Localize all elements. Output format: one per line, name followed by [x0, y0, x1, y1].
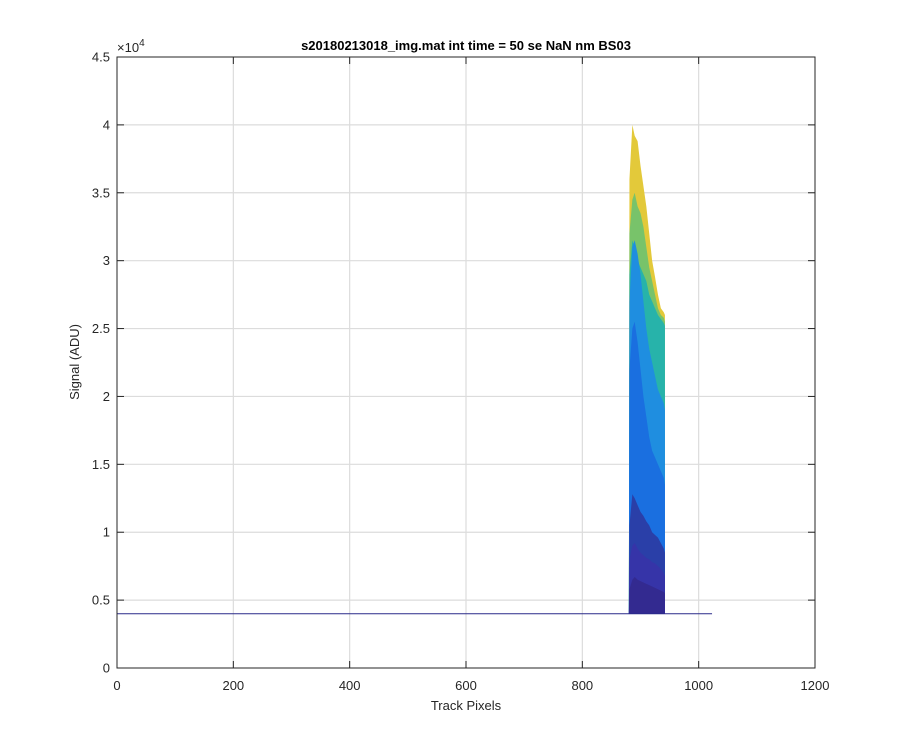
- x-tick-label: 1000: [684, 678, 713, 693]
- y-tick-label: 0: [103, 661, 110, 676]
- labels: s20180213018_img.mat int time = 50 se Na…: [67, 38, 829, 713]
- series-band-8: [628, 577, 665, 614]
- x-tick-label: 400: [339, 678, 361, 693]
- y-exponent-base: ×10: [117, 40, 139, 55]
- y-tick-label: 2.5: [92, 321, 110, 336]
- y-tick-label: 1.5: [92, 457, 110, 472]
- x-tick-label: 0: [113, 678, 120, 693]
- y-exponent: ×104: [117, 38, 145, 55]
- y-tick-label: 0.5: [92, 593, 110, 608]
- y-tick-label: 2: [103, 389, 110, 404]
- y-exponent-power: 4: [139, 38, 145, 49]
- x-axis-label: Track Pixels: [431, 698, 502, 713]
- y-tick-label: 1: [103, 525, 110, 540]
- chart-title: s20180213018_img.mat int time = 50 se Na…: [301, 38, 631, 53]
- grid: [117, 57, 815, 668]
- y-axis-label: Signal (ADU): [67, 324, 82, 400]
- y-tick-label: 3: [103, 253, 110, 268]
- y-tick-label: 4.5: [92, 50, 110, 65]
- y-tick-label: 4: [103, 117, 110, 132]
- x-tick-label: 800: [571, 678, 593, 693]
- x-tick-label: 600: [455, 678, 477, 693]
- axes: [116, 56, 816, 669]
- y-tick-label: 3.5: [92, 185, 110, 200]
- x-tick-label: 1200: [801, 678, 830, 693]
- x-tick-label: 200: [222, 678, 244, 693]
- data-layer: [117, 124, 713, 615]
